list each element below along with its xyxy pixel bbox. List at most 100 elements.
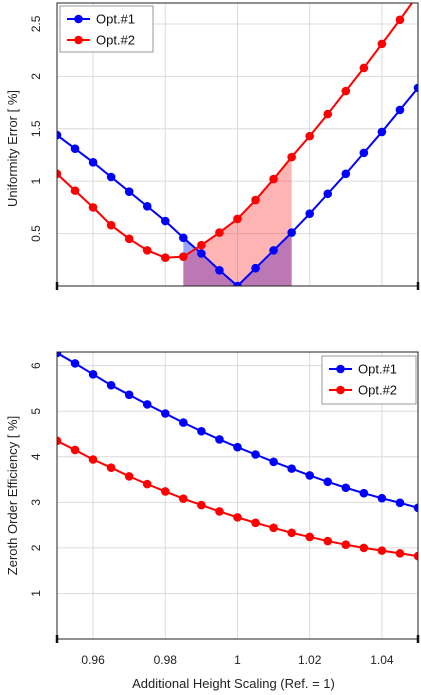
- y-tick-label: 1.5: [29, 120, 43, 137]
- data-point: [395, 105, 405, 115]
- data-point: [251, 263, 260, 273]
- legend-swatch-marker: [336, 364, 345, 374]
- data-point: [57, 352, 62, 358]
- legend-swatch-marker: [74, 14, 83, 24]
- data-point: [341, 483, 351, 493]
- data-point: [142, 202, 152, 211]
- data-point: [233, 281, 242, 286]
- x-tick-label: 0.96: [81, 653, 105, 667]
- data-point: [70, 144, 80, 153]
- x-axis-label: Additional Height Scaling (Ref. = 1): [132, 676, 335, 691]
- data-point: [323, 536, 333, 546]
- data-point: [179, 418, 188, 427]
- data-point: [269, 523, 278, 533]
- data-point: [88, 203, 98, 212]
- data-point: [413, 551, 418, 561]
- data-point: [161, 487, 170, 496]
- data-point: [161, 253, 170, 262]
- data-point: [215, 435, 224, 444]
- data-point: [142, 246, 152, 255]
- plot-area: [57, 352, 418, 561]
- legend-label: Opt.#2: [358, 383, 397, 398]
- data-point: [106, 220, 116, 230]
- y-axis-label: Uniformity Error [ %]: [5, 90, 20, 207]
- y-tick-label: 1: [29, 590, 43, 597]
- data-point: [413, 83, 418, 93]
- data-point: [70, 445, 80, 455]
- data-point: [359, 543, 369, 553]
- data-point: [377, 39, 387, 49]
- data-point: [395, 15, 405, 25]
- data-point: [124, 472, 134, 481]
- legend-label: Opt.#1: [96, 12, 135, 27]
- x-tick-label: 1.04: [370, 653, 394, 667]
- data-point: [269, 174, 278, 184]
- shaded-area-1: [183, 232, 292, 286]
- data-point: [305, 131, 315, 141]
- legend-box: [59, 5, 154, 53]
- data-point: [88, 370, 98, 379]
- data-point: [70, 186, 80, 195]
- legend-label: Opt.#1: [358, 362, 397, 377]
- x-tick-label: 0.98: [154, 653, 178, 667]
- data-point: [233, 214, 242, 224]
- data-point: [377, 546, 387, 555]
- data-point: [142, 400, 152, 409]
- data-point: [197, 240, 206, 250]
- data-point: [88, 158, 98, 167]
- data-point: [323, 189, 333, 199]
- x-tick-label: 1: [234, 653, 241, 667]
- data-point: [395, 498, 405, 508]
- legend-swatch-marker: [74, 35, 83, 45]
- data-point: [57, 169, 62, 179]
- data-point: [287, 528, 296, 538]
- plot-frame: [56, 2, 419, 287]
- data-point: [377, 493, 387, 503]
- data-point: [323, 109, 333, 119]
- data-point: [124, 187, 134, 196]
- legend-swatch-marker: [336, 385, 345, 395]
- data-point: [305, 209, 315, 218]
- data-point: [305, 532, 315, 542]
- data-point: [161, 409, 170, 418]
- data-point: [287, 152, 296, 162]
- data-point: [341, 86, 351, 96]
- y-tick-label: 2: [29, 73, 43, 80]
- data-point: [106, 463, 116, 473]
- data-point: [124, 234, 134, 244]
- data-point: [142, 479, 152, 489]
- y-tick-label: 5: [29, 408, 43, 415]
- chart-panel-2: 1 2 3 4 5 6 0.96 0.98 1 1.02 1.04 Zeroth Order Effi…: [5, 351, 420, 691]
- data-point: [287, 228, 296, 237]
- data-point: [233, 442, 242, 452]
- legend: Opt.#1 Opt.#2: [59, 5, 154, 53]
- data-point: [179, 252, 188, 261]
- data-point: [197, 500, 206, 510]
- data-point: [88, 455, 98, 464]
- data-point: [251, 518, 260, 528]
- data-point: [269, 457, 278, 467]
- y-tick-label: 0.5: [29, 225, 43, 242]
- data-point: [359, 148, 369, 158]
- data-point: [305, 471, 315, 480]
- y-tick-label: 1: [29, 178, 43, 185]
- y-tick-label: 3: [29, 499, 43, 506]
- plot-area: [57, 3, 418, 286]
- data-point: [70, 359, 80, 368]
- chart-panel-1: 0.5 1 1.5 2 2.5 Uniformity Error [ %] Opt.#1Op…: [5, 2, 420, 290]
- series-line-1: [57, 87, 418, 286]
- data-point: [359, 63, 369, 73]
- data-point: [359, 488, 369, 498]
- y-tick-label: 2.5: [29, 15, 43, 32]
- y-tick-label: 2: [29, 544, 43, 551]
- data-point: [124, 390, 134, 400]
- data-point: [106, 380, 116, 390]
- data-point: [215, 228, 224, 237]
- data-point: [395, 549, 405, 558]
- data-point: [323, 477, 333, 487]
- y-axis-label: Zeroth Order Efficiency [ %]: [5, 416, 20, 575]
- data-point: [413, 503, 418, 513]
- data-point: [161, 216, 170, 226]
- data-point: [215, 265, 224, 275]
